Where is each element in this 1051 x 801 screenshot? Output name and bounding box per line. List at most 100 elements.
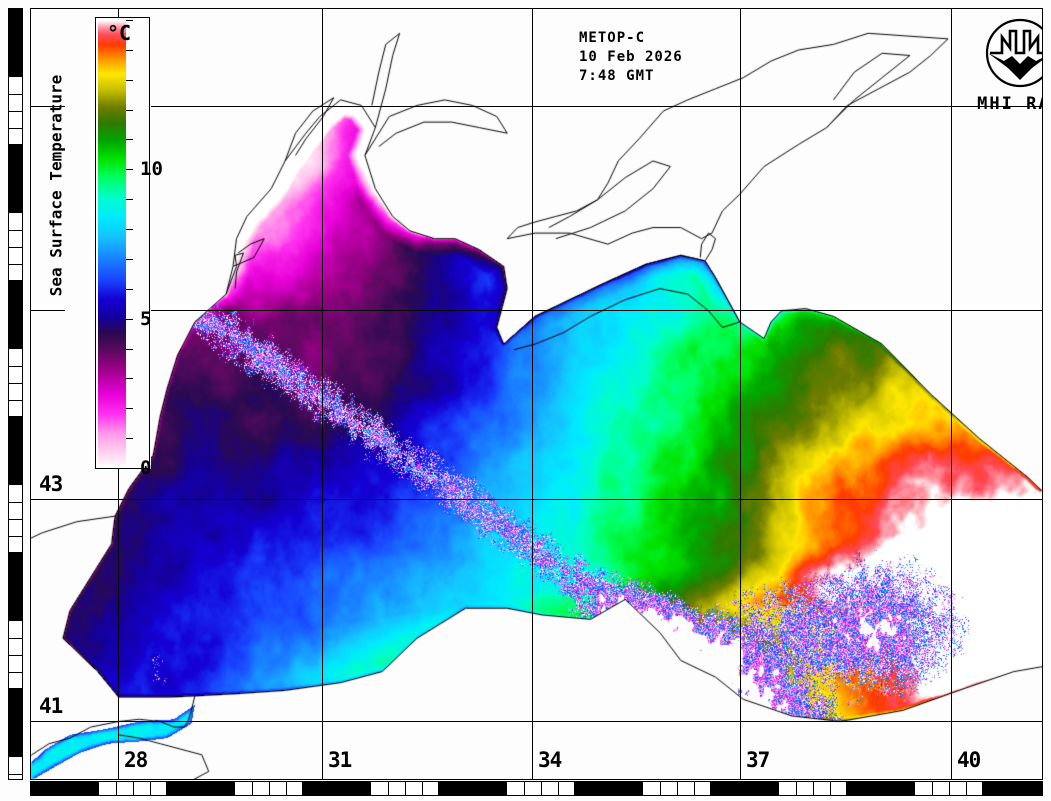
ruler-minor-tick (9, 519, 22, 520)
ruler-minor-tick (9, 111, 22, 112)
ruler-minor-tick (9, 128, 22, 129)
colorbar-gradient (98, 20, 126, 468)
x-axis-label: 34 (538, 748, 562, 772)
left-scale-ruler (8, 8, 23, 780)
colorbar-tick (126, 139, 133, 140)
ruler-minor-tick (796, 782, 797, 795)
ruler-minor-tick (422, 782, 423, 795)
x-axis-label: 40 (957, 748, 981, 772)
ruler-minor-tick (150, 782, 151, 795)
gridline-latitude (31, 721, 1042, 722)
colorbar-tick (126, 259, 133, 260)
ruler-minor-tick (9, 774, 22, 775)
ruler-minor-tick (966, 782, 967, 795)
x-axis-label: 28 (124, 748, 148, 772)
ruler-minor-tick (541, 782, 542, 795)
ruler-minor-tick (133, 782, 134, 795)
gridline-latitude (31, 499, 1042, 500)
colorbar-tick (126, 110, 133, 111)
colorbar-tick (126, 199, 133, 200)
ruler-minor-tick (830, 782, 831, 795)
gridline-longitude (322, 9, 323, 779)
colorbar-tick (126, 438, 133, 439)
page-title: Sea Surface Temperature (46, 74, 66, 297)
ruler-minor-tick (252, 782, 253, 795)
ruler-segment (9, 281, 22, 349)
ruler-minor-tick (9, 536, 22, 537)
ruler-minor-tick (932, 782, 933, 795)
ruler-segment (9, 417, 22, 485)
ruler-segment (303, 782, 371, 795)
colorbar-tick-label: 10 (140, 158, 163, 180)
ruler-minor-tick (9, 672, 22, 673)
ruler-minor-tick (9, 264, 22, 265)
colorbar-units-label: °C (107, 21, 132, 45)
gridline-longitude (951, 9, 952, 779)
ruler-minor-tick (9, 366, 22, 367)
bottom-scale-ruler (30, 781, 1043, 796)
ruler-segment (9, 9, 22, 77)
map-plot-area[interactable]: 28 31 34 37 40 43 41 METOP-C 10 Feb 2026 7:48 … (30, 8, 1043, 780)
colorbar-tick (126, 169, 133, 170)
ruler-minor-tick (558, 782, 559, 795)
colorbar-tick (126, 319, 133, 320)
ruler-minor-tick (9, 502, 22, 503)
y-axis-label: 41 (39, 694, 63, 718)
ruler-minor-tick (9, 94, 22, 95)
ruler-segment (983, 782, 1042, 795)
mhi-ras-logo: MHI RAS (975, 17, 1042, 114)
colorbar-tick (126, 378, 133, 379)
ruler-segment (439, 782, 507, 795)
coastline-overlay (31, 9, 1042, 779)
gridline-latitude (31, 310, 1042, 311)
ruler-minor-tick (9, 230, 22, 231)
logo-caption: MHI RAS (977, 94, 1042, 114)
colorbar-tick (126, 408, 133, 409)
ruler-segment (167, 782, 235, 795)
gridline-longitude (740, 9, 741, 779)
x-axis-label: 37 (746, 748, 770, 772)
ruler-minor-tick (9, 655, 22, 656)
ruler-minor-tick (9, 638, 22, 639)
ruler-minor-tick (116, 782, 117, 795)
ruler-segment (711, 782, 779, 795)
gridline-longitude (532, 9, 533, 779)
x-axis-label: 31 (328, 748, 352, 772)
ruler-minor-tick (286, 782, 287, 795)
ruler-minor-tick (524, 782, 525, 795)
ruler-minor-tick (694, 782, 695, 795)
mhi-ras-wave-mark (985, 18, 1042, 88)
ruler-minor-tick (388, 782, 389, 795)
y-axis-label: 43 (39, 472, 63, 496)
ruler-minor-tick (660, 782, 661, 795)
colorbar-tick (126, 229, 133, 230)
ruler-minor-tick (405, 782, 406, 795)
colorbar-tick (126, 50, 133, 51)
colorbar-tick (126, 80, 133, 81)
colorbar-tick-label: 0 (140, 457, 152, 479)
ruler-minor-tick (677, 782, 678, 795)
ruler-segment (9, 757, 22, 779)
ruler-minor-tick (813, 782, 814, 795)
ruler-segment (9, 689, 22, 757)
ruler-minor-tick (9, 247, 22, 248)
colorbar-tick (126, 289, 133, 290)
ruler-minor-tick (949, 782, 950, 795)
ruler-minor-tick (9, 400, 22, 401)
ruler-segment (31, 782, 99, 795)
acquisition-info: METOP-C 10 Feb 2026 7:48 GMT (579, 30, 683, 84)
gridline-latitude (31, 106, 1042, 107)
colorbar-tick (126, 20, 133, 21)
ruler-segment (9, 145, 22, 213)
ruler-segment (847, 782, 915, 795)
ruler-minor-tick (269, 782, 270, 795)
colorbar-panel: 10 5 0 °C (65, 17, 163, 478)
colorbar-tick-label: 5 (140, 308, 152, 330)
ruler-minor-tick (9, 383, 22, 384)
colorbar-axis-box: 10 5 0 (95, 17, 163, 478)
ruler-segment (9, 553, 22, 621)
colorbar-tick (126, 468, 133, 469)
ruler-segment (575, 782, 643, 795)
colorbar-tick (126, 349, 133, 350)
